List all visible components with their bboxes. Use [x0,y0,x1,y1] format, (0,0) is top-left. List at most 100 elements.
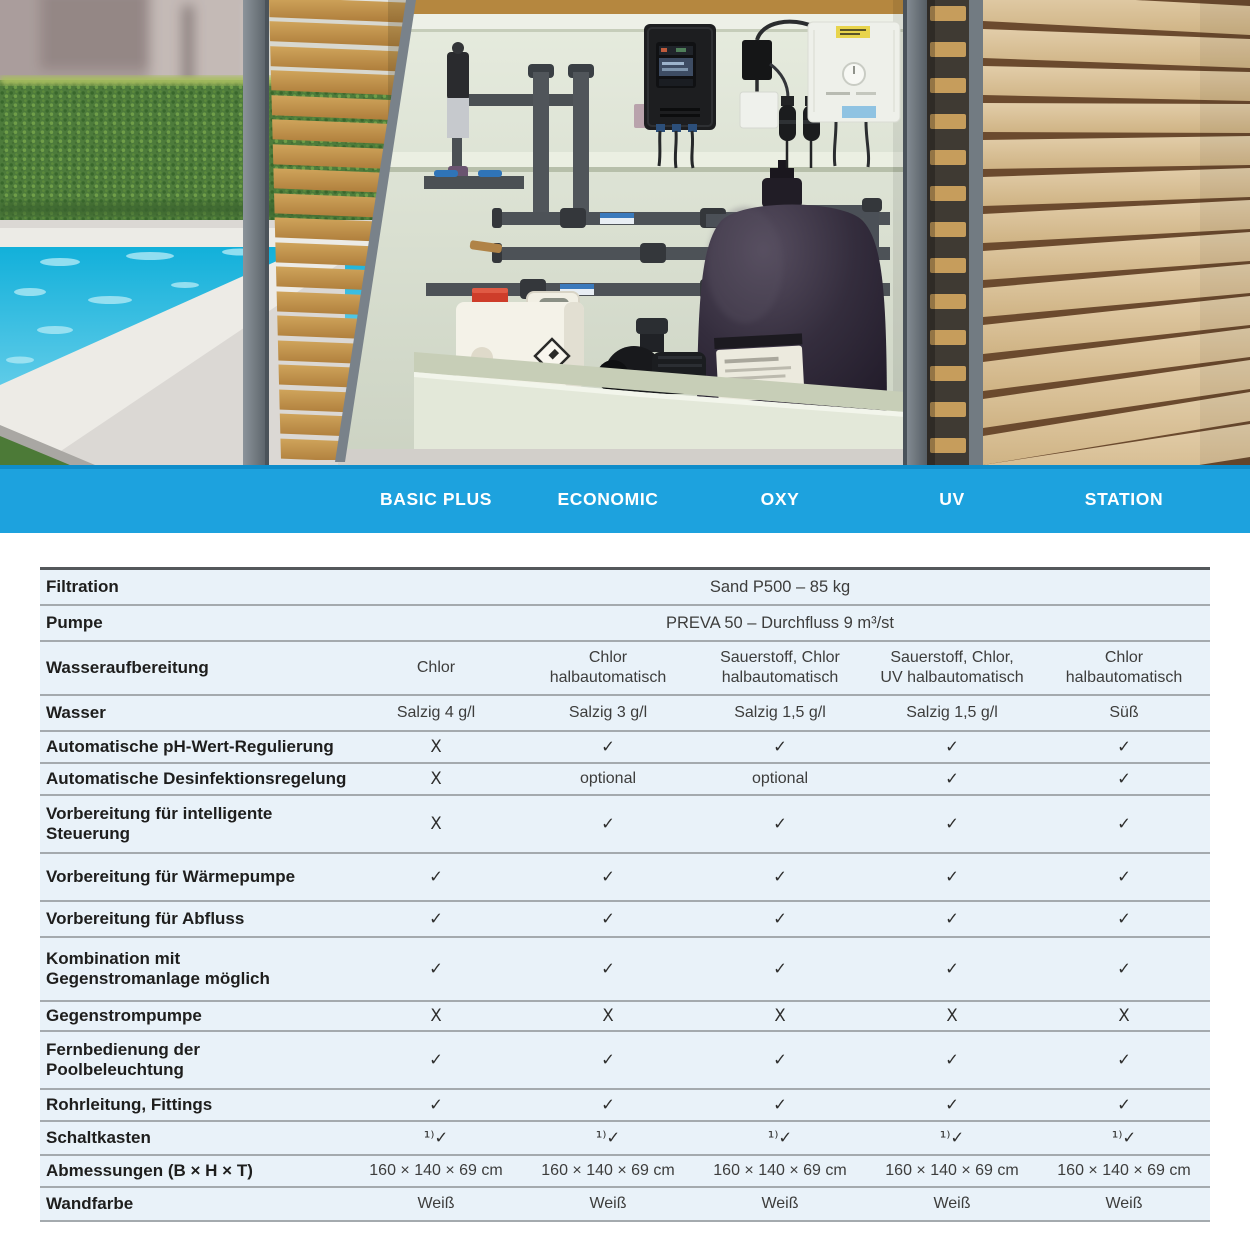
shelf [338,152,905,167]
row-separator [40,1186,1210,1188]
ceiling-wood-strip [338,0,905,14]
spec-cell: ✓ [1117,908,1131,928]
wood-slat-wall [983,0,1250,499]
spec-cell: ✓ [429,908,443,928]
spec-cell: 160 × 140 × 69 cm [541,1162,675,1180]
spec-cell: 160 × 140 × 69 cm [369,1162,503,1180]
spec-row: Fernbedienung der Poolbeleuchtung ✓ ✓ ✓ ✓ ✓ [40,1032,1210,1088]
spec-row: Vorbereitung für Wärmepumpe ✓ ✓ ✓ ✓ ✓ [40,854,1210,900]
frame-post-left [243,0,269,465]
spec-span-value: PREVA 50 – Durchfluss 9 m³/st [665,613,895,632]
spec-row: Rohrleitung, Fittings ✓ ✓ ✓ ✓ ✓ [40,1090,1210,1120]
spec-row-label: Wasseraufbereitung [46,657,209,677]
spec-cell: ✓ [945,736,959,756]
door-edge-frame [335,0,416,462]
spec-cell: optional [751,770,809,788]
row-separator [40,604,1210,606]
equipment-tray [338,352,905,465]
spec-cell: ✓ [773,958,787,978]
control-box [634,24,716,169]
spec-cell: 160 × 140 × 69 cm [885,1162,1019,1180]
spec-row: Schaltkasten ¹⁾✓ ¹⁾✓ ¹⁾✓ ¹⁾✓ ¹⁾✓ [40,1122,1210,1154]
column-header-uv: UV [939,488,965,509]
spec-cell: Sauerstoff, Chlor, UV halbautomatisch [880,649,1024,686]
spec-cell: ¹⁾✓ [423,1127,449,1147]
spec-row: Filtration Sand P500 – 85 kg [40,570,1210,604]
column-header-economic: ECONOMIC [557,488,659,509]
sand-filter-tank [697,160,887,432]
row-separator [40,694,1210,696]
spec-cell: ✓ [601,813,615,833]
spec-row: Pumpe PREVA 50 – Durchfluss 9 m³/st [40,606,1210,640]
spec-cell: ✓ [773,813,787,833]
spec-row: Vorbereitung für Abfluss ✓ ✓ ✓ ✓ ✓ [40,902,1210,936]
spec-cell: 160 × 140 × 69 cm [1057,1162,1191,1180]
spec-cell: Salzig 1,5 g/l [906,704,998,722]
spec-cell: X [946,1005,958,1025]
spec-row-label: Automatische pH-Wert-Regulierung [46,736,334,756]
spec-cell: ✓ [601,908,615,928]
spec-cell: ✓ [945,1094,959,1114]
spec-cell: ✓ [945,768,959,788]
spec-cell: Chlor [416,659,456,677]
row-separator [40,1120,1210,1122]
spec-cell: X [430,1005,442,1025]
column-header-oxy: OXY [760,488,800,509]
spec-row-label: Vorbereitung für Abfluss [46,908,245,928]
spec-span-value: Sand P500 – 85 kg [709,577,851,596]
spec-row: Vorbereitung für intelligente Steuerung X… [40,796,1210,852]
frame-post-right [903,0,927,465]
spec-row-label: Rohrleitung, Fittings [46,1094,213,1114]
spec-row-label: Gegenstrompumpe [46,1005,202,1025]
spec-cell: ¹⁾✓ [1111,1127,1137,1147]
spec-cell: ¹⁾✓ [767,1127,793,1147]
row-separator [40,730,1210,732]
spec-cell: Weiß [933,1195,971,1213]
spec-row-label: Automatische Desinfektionsregelung [46,768,347,788]
spec-cell: ✓ [773,866,787,886]
spec-cell: ✓ [601,1049,615,1069]
controller-unit [807,21,901,168]
spec-cell: Weiß [761,1195,799,1213]
column-header-station: STATION [1084,488,1164,509]
spec-row-label: Vorbereitung für intelligente Steuerung [46,803,273,843]
photo-illustration [0,0,1250,499]
spec-cell: ✓ [945,958,959,978]
slat-strip [927,0,969,465]
spec-cell: ✓ [945,908,959,928]
spec-cell: ✓ [429,958,443,978]
pool-equipment-photo [0,0,1250,499]
spec-row-label: Abmessungen (B × H × T) [46,1160,253,1180]
spec-cell: ¹⁾✓ [939,1127,965,1147]
spec-cell: ✓ [601,866,615,886]
copper-fitting [469,240,502,254]
row-separator [40,900,1210,902]
transformer [742,19,819,92]
spec-cell: ✓ [773,908,787,928]
warning-sticker [836,26,870,38]
spec-cell: X [430,813,442,833]
model-header-bar: BASIC PLUS ECONOMIC OXY UV STATION [0,465,1250,533]
spec-cell: X [774,1005,786,1025]
row-separator [40,1030,1210,1032]
spec-cell: ✓ [1117,736,1131,756]
spec-cell: Chlor halbautomatisch [549,649,667,686]
spec-cell: Weiß [417,1195,455,1213]
spec-cell: ✓ [429,866,443,886]
column-header-basic-plus: BASIC PLUS [380,488,492,509]
electrolysis-unit [424,42,594,215]
spec-row: Kombination mit Gegenstromanlage möglich… [40,938,1210,1000]
spec-cell: optional [579,770,637,788]
spec-cell: Chlor halbautomatisch [1065,649,1183,686]
spec-row: Wasseraufbereitung Chlor Chlor halbautomat… [40,642,1210,694]
valve-handle [434,170,458,177]
row-separator [40,1088,1210,1090]
spec-row-label: Wasser [46,702,106,722]
lawn-corner [0,425,95,465]
spec-cell: ✓ [945,813,959,833]
pool-water [0,247,308,385]
spec-row-label: Pumpe [46,612,103,632]
spec-row: Wandfarbe Weiß Weiß Weiß Weiß Weiß [40,1188,1210,1220]
spec-row-label: Vorbereitung für Wärmepumpe [46,866,296,886]
